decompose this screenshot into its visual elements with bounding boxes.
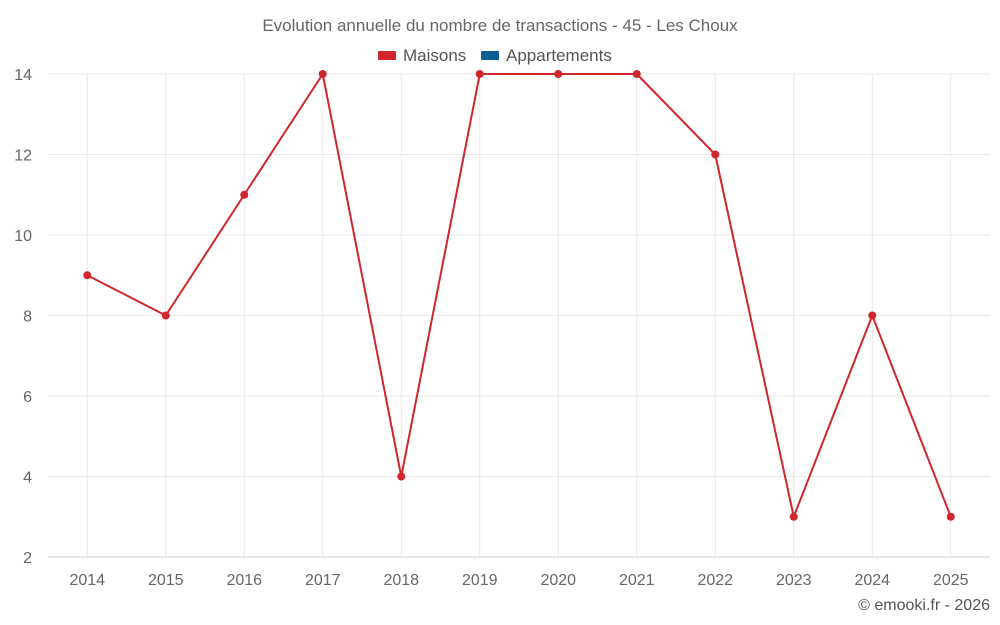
x-tick-label-2014: 2014 — [69, 572, 105, 589]
legend-label-maisons: Maisons — [403, 46, 466, 65]
y-tick-label-4: 4 — [23, 470, 32, 487]
x-tick-label-2017: 2017 — [305, 572, 341, 589]
chart-title: Evolution annuelle du nombre de transact… — [262, 16, 738, 35]
y-tick-label-6: 6 — [23, 389, 32, 406]
y-tick-label-14: 14 — [14, 67, 32, 84]
legend: Maisons Appartements — [378, 46, 612, 65]
y-gridlines — [48, 73, 990, 558]
x-tick-label-2025: 2025 — [933, 572, 969, 589]
x-tick-label-2015: 2015 — [148, 572, 184, 589]
y-tick-label-8: 8 — [23, 309, 32, 326]
data-point-maisons-2024[interactable] — [868, 311, 877, 320]
data-point-maisons-2019[interactable] — [475, 70, 484, 78]
data-point-maisons-2021[interactable] — [632, 70, 641, 78]
data-point-maisons-2022[interactable] — [711, 150, 720, 159]
legend-item-appartements[interactable]: Appartements — [481, 46, 612, 65]
y-tick-label-2: 2 — [23, 550, 32, 567]
series-maisons — [83, 70, 955, 521]
x-axis: 2014 2015 2016 2017 2018 2019 2020 2021 2022 2023… — [69, 572, 968, 589]
x-tick-label-2018: 2018 — [383, 572, 419, 589]
x-tick-label-2021: 2021 — [619, 572, 655, 589]
legend-swatch-maisons — [378, 51, 396, 60]
series-line-maisons — [86, 73, 952, 518]
data-point-maisons-2023[interactable] — [789, 512, 798, 521]
legend-item-maisons[interactable]: Maisons — [378, 46, 466, 65]
data-point-maisons-2014[interactable] — [83, 271, 92, 280]
data-point-maisons-2017[interactable] — [318, 70, 327, 78]
x-tick-label-2022: 2022 — [697, 572, 733, 589]
x-tick-label-2024: 2024 — [854, 572, 890, 589]
data-point-maisons-2020[interactable] — [554, 70, 563, 78]
y-tick-label-10: 10 — [14, 228, 32, 245]
x-tick-label-2019: 2019 — [462, 572, 498, 589]
x-tick-label-2020: 2020 — [540, 572, 576, 589]
x-tick-label-2023: 2023 — [776, 572, 812, 589]
credit-text: © emooki.fr - 2026 — [858, 597, 990, 614]
data-point-maisons-2015[interactable] — [161, 311, 170, 320]
data-point-maisons-2016[interactable] — [240, 190, 249, 199]
y-axis: 2 4 6 8 10 12 14 — [14, 67, 32, 567]
x-tick-label-2016: 2016 — [226, 572, 262, 589]
legend-label-appartements: Appartements — [506, 46, 612, 65]
data-point-maisons-2025[interactable] — [946, 512, 955, 521]
legend-swatch-appartements — [481, 51, 499, 60]
data-point-maisons-2018[interactable] — [397, 472, 406, 481]
y-tick-label-12: 12 — [14, 148, 32, 165]
